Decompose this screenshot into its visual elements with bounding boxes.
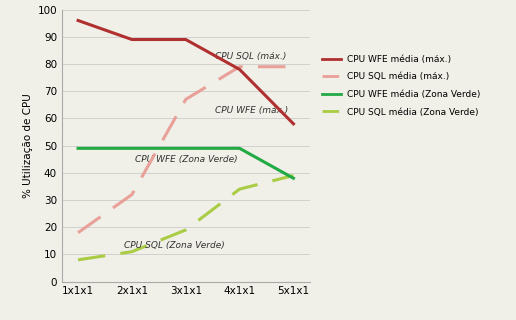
Text: CPU WFE (máx.): CPU WFE (máx.)	[215, 106, 288, 115]
Text: CPU WFE (Zona Verde): CPU WFE (Zona Verde)	[135, 155, 237, 164]
Y-axis label: % Utilização de CPU: % Utilização de CPU	[23, 93, 33, 198]
Legend: CPU WFE média (máx.), CPU SQL média (máx.), CPU WFE média (Zona Verde), CPU SQL : CPU WFE média (máx.), CPU SQL média (máx…	[321, 55, 480, 117]
Text: CPU SQL (máx.): CPU SQL (máx.)	[215, 52, 287, 60]
Text: CPU SQL (Zona Verde): CPU SQL (Zona Verde)	[124, 241, 224, 250]
